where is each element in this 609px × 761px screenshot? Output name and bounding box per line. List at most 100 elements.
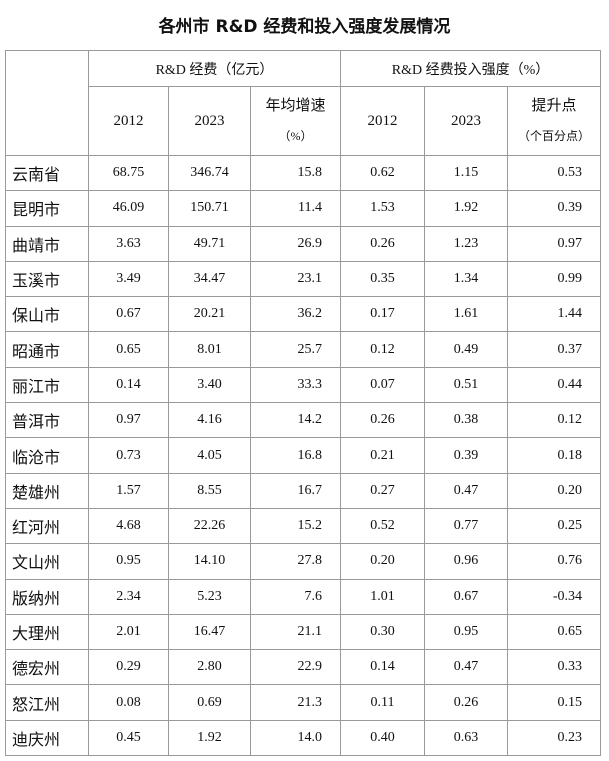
column-unit: （个百分点） xyxy=(518,129,591,143)
cell-value: 0.47 xyxy=(424,472,509,509)
cell-value: 0.07 xyxy=(340,366,426,404)
cell-value: 4.68 xyxy=(88,507,169,545)
data-row: 保山市 0.67 20.21 36.2 0.17 1.61 1.44 xyxy=(5,296,602,333)
cell-value: 0.99 xyxy=(507,260,602,298)
column-label: 提升点 xyxy=(531,98,577,114)
cell-value: 33.3 xyxy=(249,366,342,404)
column-header: 2012 xyxy=(88,86,169,156)
cell-value: 8.01 xyxy=(168,331,251,368)
cell-value: 3.40 xyxy=(168,366,251,404)
cell-value: 0.26 xyxy=(340,225,426,262)
region-name: 版纳州 xyxy=(5,578,89,615)
cell-value: 0.49 xyxy=(424,331,509,368)
column-header: 2023 xyxy=(424,86,509,156)
cell-value: 14.2 xyxy=(249,402,342,439)
cell-value: 346.74 xyxy=(168,154,251,192)
data-row: 云南省 68.75 346.74 15.8 0.62 1.15 0.53 xyxy=(5,154,602,192)
cell-value: 0.40 xyxy=(340,719,426,757)
cell-value: 0.97 xyxy=(507,225,602,262)
cell-value: 14.10 xyxy=(168,543,251,580)
cell-value: 36.2 xyxy=(249,296,342,333)
cell-value: 0.37 xyxy=(507,331,602,368)
cell-value: 0.29 xyxy=(88,649,169,686)
cell-value: 1.61 xyxy=(424,296,509,333)
cell-value: 1.57 xyxy=(88,472,169,509)
cell-value: 0.21 xyxy=(340,437,426,474)
data-row: 曲靖市 3.63 49.71 26.9 0.26 1.23 0.97 xyxy=(5,225,602,262)
cell-value: 68.75 xyxy=(88,154,169,192)
cell-value: 0.12 xyxy=(507,402,602,439)
cell-value: 0.77 xyxy=(424,507,509,545)
cell-value: 0.38 xyxy=(424,402,509,439)
cell-value: 0.65 xyxy=(507,613,602,651)
cell-value: 0.14 xyxy=(340,649,426,686)
column-header: 提升点 （个百分点） xyxy=(507,86,602,156)
region-name: 文山州 xyxy=(5,543,89,580)
cell-value: 46.09 xyxy=(88,190,169,227)
cell-value: 22.9 xyxy=(249,649,342,686)
cell-value: 0.96 xyxy=(424,543,509,580)
cell-value: 16.47 xyxy=(168,613,251,651)
cell-value: 15.8 xyxy=(249,154,342,192)
cell-value: 49.71 xyxy=(168,225,251,262)
group-header: R&D 经费（亿元） xyxy=(87,50,342,87)
cell-value: 0.23 xyxy=(507,719,602,757)
cell-value: 0.52 xyxy=(340,507,426,545)
region-name: 楚雄州 xyxy=(5,472,89,509)
data-row: 版纳州 2.34 5.23 7.6 1.01 0.67 -0.34 xyxy=(5,578,602,615)
data-row: 昆明市 46.09 150.71 11.4 1.53 1.92 0.39 xyxy=(5,190,602,227)
cell-value: 0.26 xyxy=(340,402,426,439)
data-table: R&D 经费（亿元） R&D 经费投入强度（%） 2012 2023 年均增速 （%） 20… xyxy=(5,50,602,757)
cell-value: 15.2 xyxy=(249,507,342,545)
cell-value: 2.01 xyxy=(88,613,169,651)
region-name: 临沧市 xyxy=(5,437,89,474)
cell-value: 23.1 xyxy=(249,260,342,298)
region-name: 普洱市 xyxy=(5,402,89,439)
column-label: 2023 xyxy=(451,113,482,129)
cell-value: 1.15 xyxy=(424,154,509,192)
cell-value: 0.30 xyxy=(340,613,426,651)
data-row: 丽江市 0.14 3.40 33.3 0.07 0.51 0.44 xyxy=(5,366,602,404)
cell-value: 8.55 xyxy=(168,472,251,509)
cell-value: 0.62 xyxy=(340,154,426,192)
cell-value: 1.34 xyxy=(424,260,509,298)
column-header: 2012 xyxy=(340,86,426,156)
cell-value: 7.6 xyxy=(249,578,342,615)
data-row: 红河州 4.68 22.26 15.2 0.52 0.77 0.25 xyxy=(5,507,602,545)
cell-value: 3.49 xyxy=(88,260,169,298)
cell-value: 0.67 xyxy=(424,578,509,615)
region-name: 丽江市 xyxy=(5,366,89,404)
cell-value: 0.20 xyxy=(507,472,602,509)
table-body: R&D 经费（亿元） R&D 经费投入强度（%） 2012 2023 年均增速 （%） 20… xyxy=(5,50,602,757)
cell-value: 0.97 xyxy=(88,402,169,439)
region-name: 德宏州 xyxy=(5,649,89,686)
data-row: 昭通市 0.65 8.01 25.7 0.12 0.49 0.37 xyxy=(5,331,602,368)
cell-value: 0.25 xyxy=(507,507,602,545)
data-row: 玉溪市 3.49 34.47 23.1 0.35 1.34 0.99 xyxy=(5,260,602,298)
column-header: 2023 xyxy=(168,86,251,156)
region-name: 大理州 xyxy=(5,613,89,651)
group-header: R&D 经费投入强度（%） xyxy=(340,50,602,87)
cell-value: 0.95 xyxy=(88,543,169,580)
cell-value: 0.11 xyxy=(340,684,426,721)
cell-value: 22.26 xyxy=(168,507,251,545)
data-row: 迪庆州 0.45 1.92 14.0 0.40 0.63 0.23 xyxy=(5,719,602,757)
column-label: 2023 xyxy=(194,113,225,129)
cell-value: 1.92 xyxy=(168,719,251,757)
cell-value: 25.7 xyxy=(249,331,342,368)
region-name: 玉溪市 xyxy=(5,260,89,298)
cell-value: 0.17 xyxy=(340,296,426,333)
cell-value: 14.0 xyxy=(249,719,342,757)
region-name: 昆明市 xyxy=(5,190,89,227)
cell-value: 0.14 xyxy=(88,366,169,404)
region-name: 昭通市 xyxy=(5,331,89,368)
region-name: 怒江州 xyxy=(5,684,89,721)
column-label: 年均增速 xyxy=(265,98,326,114)
cell-value: 0.33 xyxy=(507,649,602,686)
table-title: 各州市 R&D 经费和投入强度发展情况 xyxy=(158,17,451,37)
cell-value: 0.69 xyxy=(168,684,251,721)
cell-value: 20.21 xyxy=(168,296,251,333)
region-name: 迪庆州 xyxy=(5,719,89,757)
cell-value: 0.53 xyxy=(507,154,602,192)
column-unit: （%） xyxy=(278,129,313,143)
